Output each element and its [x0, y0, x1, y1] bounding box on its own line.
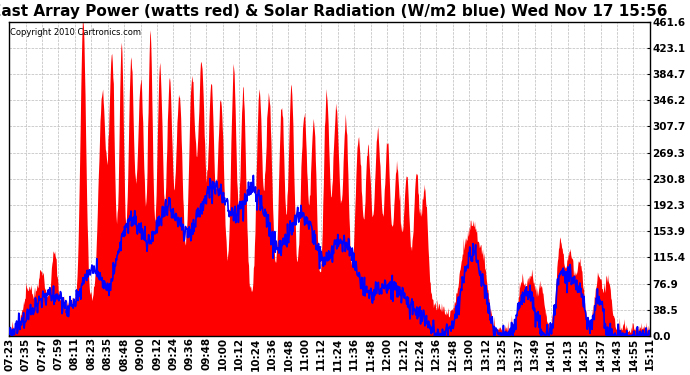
Title: East Array Power (watts red) & Solar Radiation (W/m2 blue) Wed Nov 17 15:56: East Array Power (watts red) & Solar Rad… [0, 4, 668, 19]
Text: Copyright 2010 Cartronics.com: Copyright 2010 Cartronics.com [10, 28, 141, 37]
